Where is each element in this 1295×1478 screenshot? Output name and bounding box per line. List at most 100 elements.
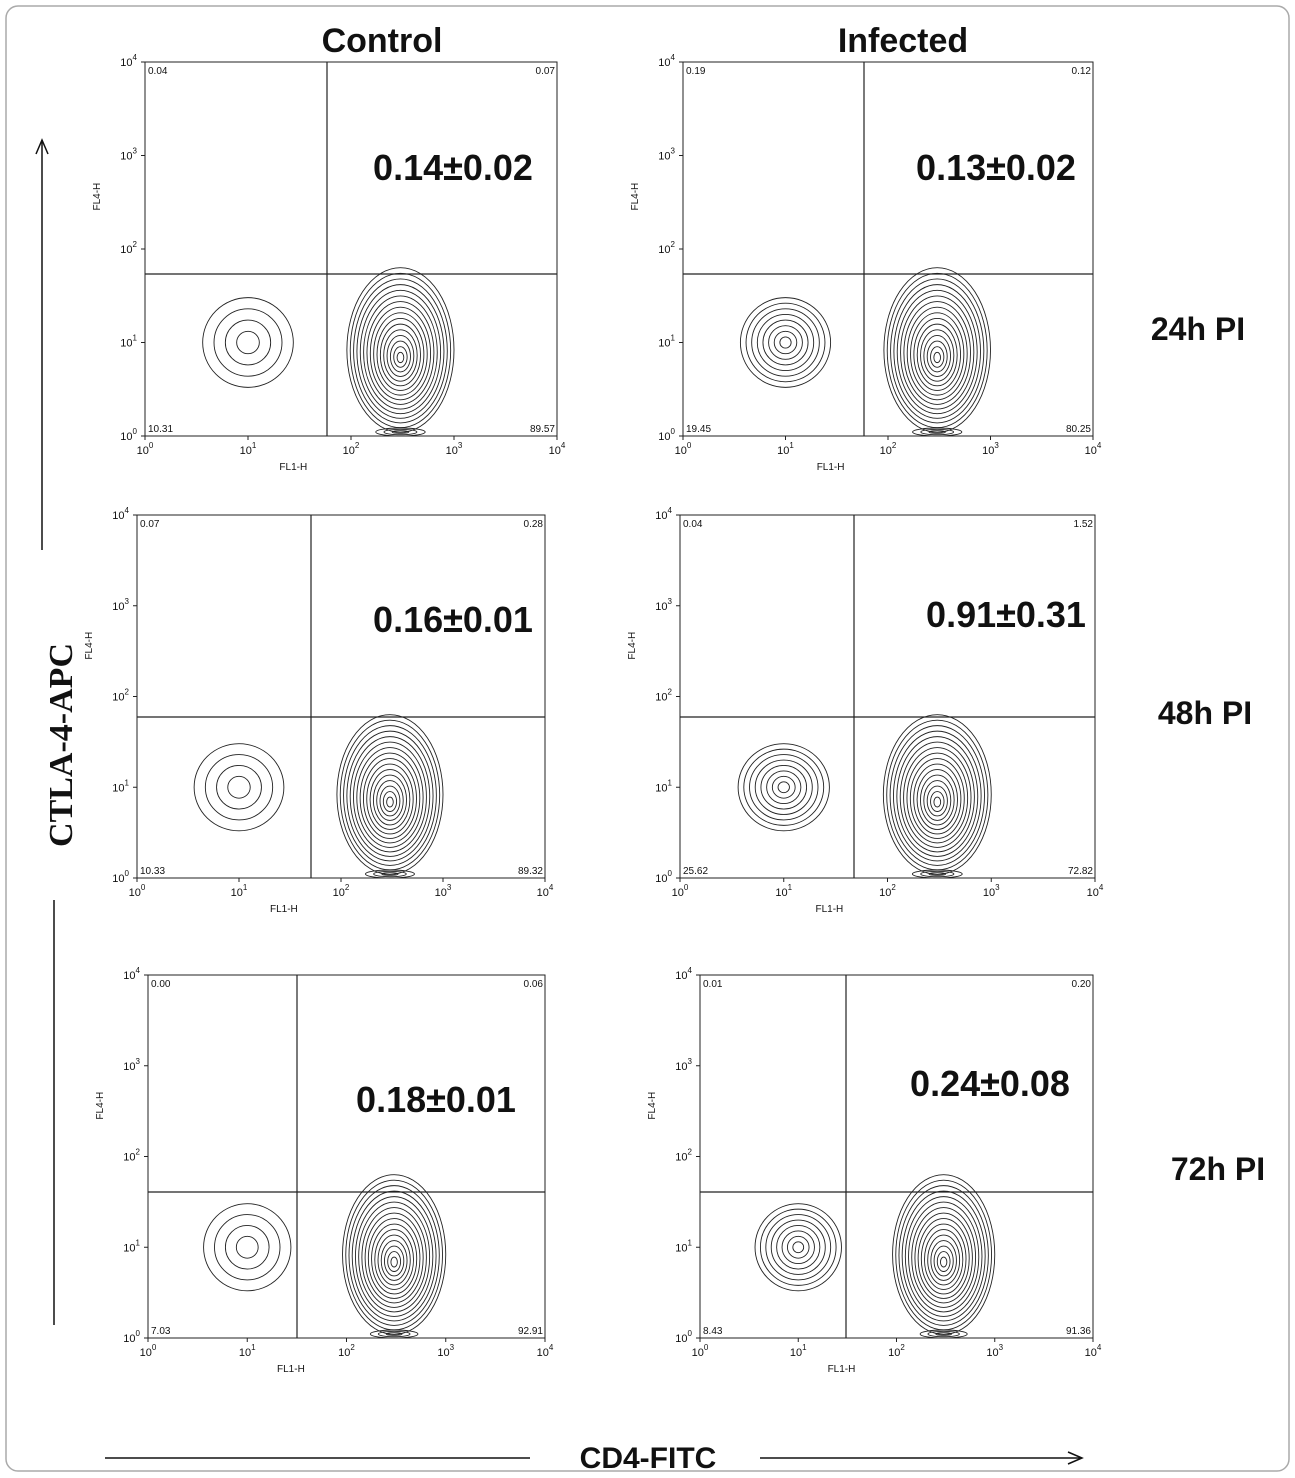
contour bbox=[384, 1245, 405, 1277]
contour bbox=[393, 346, 408, 368]
contour bbox=[910, 312, 965, 396]
tick-exponent: 4 bbox=[1097, 1343, 1102, 1352]
tick-exponent: 0 bbox=[704, 1343, 709, 1352]
tick-exponent: 1 bbox=[688, 1238, 693, 1247]
tick-exponent: 4 bbox=[136, 966, 141, 975]
tick-exponent: 1 bbox=[243, 883, 248, 892]
tick-exponent: 4 bbox=[1097, 441, 1102, 450]
contour bbox=[382, 791, 398, 812]
tick-base: 10 bbox=[435, 887, 447, 899]
contour bbox=[771, 775, 796, 799]
tick-exponent: 2 bbox=[900, 1343, 905, 1352]
tick-exponent: 2 bbox=[668, 688, 673, 697]
tick-base: 10 bbox=[239, 1347, 251, 1359]
tick-exponent: 1 bbox=[802, 1343, 807, 1352]
x-tick-label: 103 bbox=[435, 883, 452, 899]
tick-exponent: 1 bbox=[671, 334, 676, 343]
contour bbox=[349, 736, 431, 857]
tick-exponent: 4 bbox=[688, 966, 693, 975]
tick-exponent: 3 bbox=[688, 1057, 693, 1066]
contour bbox=[361, 1207, 427, 1308]
tick-base: 10 bbox=[658, 338, 670, 350]
x-tick-label: 104 bbox=[549, 441, 566, 457]
x-tick-label: 100 bbox=[692, 1343, 709, 1359]
tick-base: 10 bbox=[655, 782, 667, 794]
column-header: Infected bbox=[838, 22, 968, 60]
arrow-head bbox=[1067, 1451, 1084, 1465]
x-axis-title: FL1-H bbox=[270, 904, 298, 915]
tick-exponent: 3 bbox=[671, 147, 676, 156]
contour bbox=[204, 754, 274, 821]
contour bbox=[773, 330, 798, 355]
contour bbox=[926, 340, 948, 373]
contour bbox=[214, 1214, 281, 1281]
y-axis-title: FL4-H bbox=[92, 183, 103, 211]
x-axis-title: FL1-H bbox=[277, 1364, 305, 1375]
tick-exponent: 0 bbox=[136, 1329, 141, 1338]
contour bbox=[343, 725, 437, 866]
row-label: 48h PI bbox=[1158, 695, 1252, 731]
row-label: 24h PI bbox=[1151, 311, 1245, 347]
y-tick-label: 103 bbox=[658, 147, 675, 163]
tick-exponent: 4 bbox=[561, 441, 566, 450]
tick-base: 10 bbox=[655, 510, 667, 522]
contour bbox=[216, 765, 262, 810]
contour bbox=[920, 428, 955, 436]
contour bbox=[348, 1185, 440, 1326]
contour bbox=[786, 1235, 810, 1259]
quadrant-value: 1.52 bbox=[1074, 519, 1094, 530]
contour bbox=[354, 1196, 434, 1317]
y-axis-title: FL4-H bbox=[84, 632, 95, 660]
contour bbox=[770, 1219, 826, 1275]
tick-exponent: 0 bbox=[668, 869, 673, 878]
tick-base: 10 bbox=[658, 151, 670, 163]
plot-area bbox=[679, 514, 1096, 879]
tick-base: 10 bbox=[240, 445, 252, 457]
quadrant-value: 92.91 bbox=[518, 1326, 543, 1337]
tick-base: 10 bbox=[1085, 445, 1097, 457]
x-tick-label: 104 bbox=[1085, 1343, 1102, 1359]
y-tick-label: 104 bbox=[123, 966, 140, 982]
quadrant-value: 10.33 bbox=[140, 866, 165, 877]
contour bbox=[776, 1225, 821, 1270]
contour bbox=[768, 325, 803, 360]
y-tick-label: 103 bbox=[123, 1057, 140, 1073]
y-tick-label: 101 bbox=[658, 334, 675, 350]
y-tick-label: 100 bbox=[112, 869, 129, 885]
contour bbox=[896, 736, 979, 857]
contour bbox=[933, 796, 942, 808]
tick-exponent: 2 bbox=[133, 240, 138, 249]
contour bbox=[913, 318, 961, 391]
y-axis-title: FL4-H bbox=[630, 183, 641, 211]
contour bbox=[353, 278, 448, 424]
tick-exponent: 2 bbox=[125, 688, 130, 697]
tick-base: 10 bbox=[333, 887, 345, 899]
y-tick-label: 100 bbox=[675, 1329, 692, 1345]
contour bbox=[362, 758, 417, 839]
contour bbox=[387, 1251, 402, 1272]
tick-base: 10 bbox=[343, 445, 355, 457]
quadrant-value: 0.07 bbox=[140, 519, 160, 530]
x-tick-label: 100 bbox=[140, 1343, 157, 1359]
contour bbox=[935, 1332, 952, 1336]
tick-base: 10 bbox=[120, 244, 132, 256]
y-tick-label: 103 bbox=[675, 1057, 692, 1073]
contour bbox=[928, 430, 946, 434]
contour bbox=[351, 1190, 437, 1322]
contour bbox=[906, 752, 969, 844]
tick-exponent: 1 bbox=[133, 334, 138, 343]
contour bbox=[912, 427, 963, 437]
tick-base: 10 bbox=[983, 887, 995, 899]
tick-base: 10 bbox=[112, 873, 124, 885]
x-axis-label: CD4-FITC bbox=[580, 1442, 717, 1473]
contour bbox=[926, 785, 948, 817]
tick-exponent: 0 bbox=[688, 1329, 693, 1338]
tick-exponent: 4 bbox=[125, 506, 130, 515]
quadrant-value: 7.03 bbox=[151, 1326, 171, 1337]
annotation: 0.91±0.31 bbox=[926, 594, 1086, 635]
x-tick-label: 101 bbox=[777, 441, 794, 457]
x-tick-label: 103 bbox=[446, 441, 463, 457]
plot-area bbox=[682, 61, 1094, 437]
contour bbox=[928, 872, 947, 876]
